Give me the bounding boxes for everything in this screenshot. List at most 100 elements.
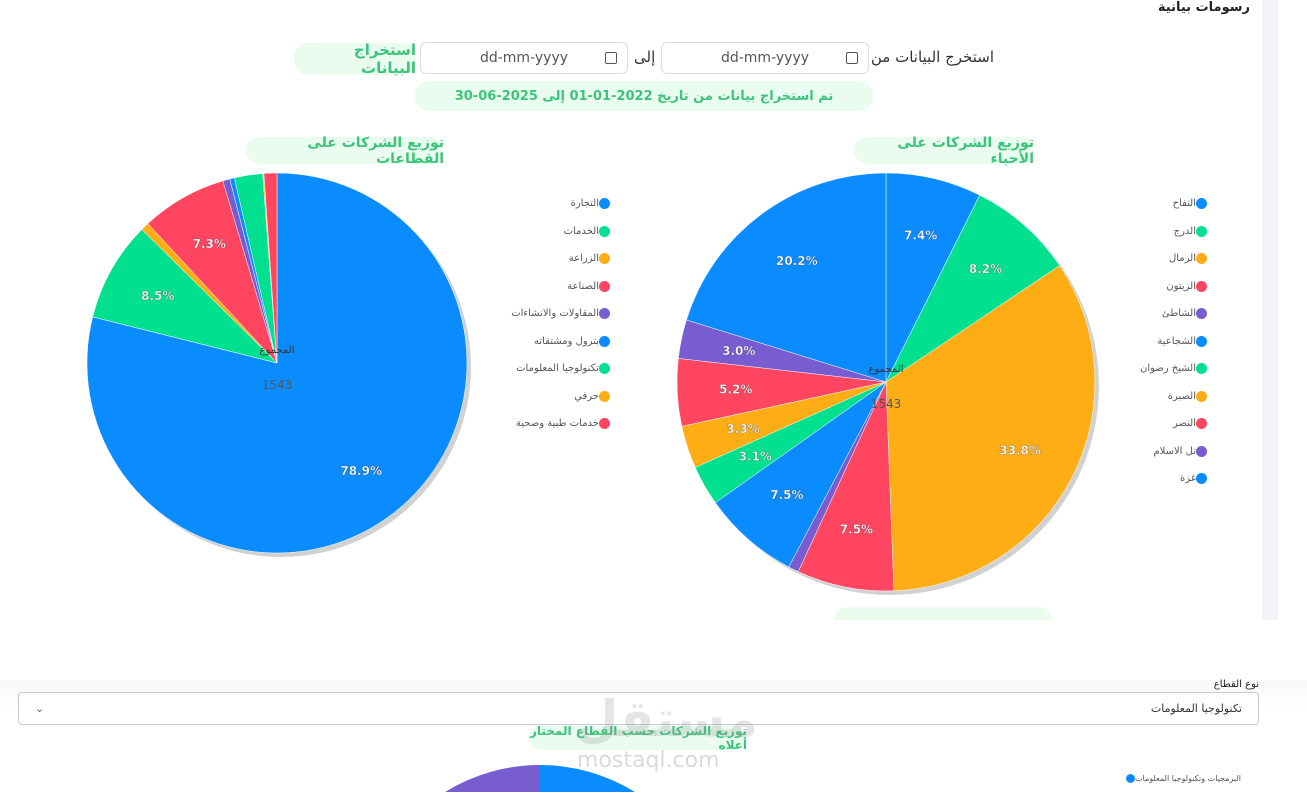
legend-dot [1196, 198, 1207, 210]
legend-item[interactable]: النصر [1140, 410, 1207, 438]
slice-label: 7.5% [770, 488, 803, 502]
slice-label: 7.4% [904, 229, 937, 243]
legend-dot [1196, 308, 1207, 320]
selected-sector-pie [445, 765, 635, 792]
legend-item[interactable]: غزة [1140, 465, 1207, 493]
legend-label: خدمات طبية وصحية [515, 418, 599, 430]
legend-label: الخدمات [563, 225, 599, 237]
legend-item[interactable]: الصبرة [1140, 383, 1207, 411]
legend-item[interactable]: الشيخ رضوان [1140, 355, 1207, 383]
legend-item[interactable]: تكنولوجيا المعلومات [511, 355, 610, 383]
legend-item[interactable]: الزراعة [511, 245, 610, 273]
calendar-icon[interactable] [846, 52, 858, 64]
page-title: رسومات بيانية [1157, 0, 1250, 15]
legend-item[interactable]: التجارة [511, 190, 610, 218]
legend-item[interactable]: الشاطئ [1140, 300, 1207, 328]
scrollbar-track[interactable] [1262, 0, 1278, 620]
legend-dot [599, 418, 610, 430]
legend-label: الشجاعية [1157, 335, 1196, 347]
legend-dot [599, 198, 610, 210]
legend-item[interactable]: بترول ومشتقاته [511, 328, 610, 356]
pie-slice[interactable] [885, 265, 1096, 592]
pie-slice[interactable] [92, 229, 278, 364]
legend-item[interactable]: الرمال [1140, 245, 1207, 273]
districts-pie: 7.4% 8.2% 33.8% 7.5% 7.5% 3.1% 3.3% 5.2% 3.0% 20.… [676, 172, 1099, 595]
sectors-legend: التجارة الخدمات الزراعة الصناعة المقاولات وا… [511, 190, 610, 438]
slice-label: 3.1% [739, 450, 772, 464]
watermark-url: mostaql.com [577, 748, 720, 773]
status-message: تم استخراج بيانات من تاريخ 2022-01-01 إل… [415, 81, 873, 111]
slice-label: 33.8% [999, 443, 1041, 457]
extract-button[interactable]: استخراج البيانات [294, 41, 416, 77]
slice-label: 5.2% [719, 383, 752, 397]
slice-label: 20.2% [776, 254, 818, 268]
calendar-icon[interactable] [605, 52, 617, 64]
legend-dot [599, 335, 610, 347]
pie-slice[interactable] [715, 381, 887, 568]
legend-dot [599, 253, 610, 265]
legend-dot [1196, 225, 1207, 237]
from-placeholder: dd-mm-yyyy [720, 50, 810, 66]
legend-item[interactable]: الشجاعية [1140, 328, 1207, 356]
legend-label: الزيتون [1166, 280, 1196, 292]
legend-label: الدرج [1173, 225, 1196, 237]
legend-dot [1196, 418, 1207, 430]
legend-label: غزة [1180, 473, 1196, 485]
chart-title-sectors: توزيع الشركات على القطاعات [246, 135, 444, 167]
legend-label: تكنولوجيا المعلومات [516, 363, 599, 375]
pie-slice[interactable] [797, 381, 895, 592]
legend-label: الصناعة [567, 280, 599, 292]
legend-item[interactable]: المقاولات والانشاءات [511, 300, 610, 328]
sector-select[interactable]: تكنولوجيا المعلومات ⌄ [18, 692, 1259, 725]
pie-slice[interactable] [263, 172, 278, 364]
legend-dot [599, 390, 610, 402]
legend-dot [1196, 390, 1207, 402]
legend-label: حرفي [574, 390, 599, 402]
center-total: 1543 [262, 378, 293, 392]
legend-item[interactable]: الزيتون [1140, 273, 1207, 301]
legend-dot [1196, 473, 1207, 485]
center-label: المجموع [260, 345, 295, 356]
legend-label: الشاطئ [1161, 308, 1196, 320]
slice-label: 3.3% [726, 422, 759, 436]
legend-dot [599, 225, 610, 237]
slice-label: 7.5% [840, 523, 873, 537]
pie-slice[interactable] [686, 172, 887, 383]
legend-label: التفاح [1172, 198, 1196, 210]
legend-dot [1196, 280, 1207, 292]
pie-slice[interactable] [86, 172, 468, 554]
slice-label: 8.2% [969, 262, 1002, 276]
districts-legend: التفاح الدرج الرمال الزيتون الشاطئ الشجاعية ال… [1140, 190, 1207, 493]
pie-slice[interactable] [445, 765, 540, 792]
sector-label: نوع القطاع [1213, 679, 1259, 690]
legend-item[interactable]: تل الاسلام [1140, 438, 1207, 466]
legend-label: التجارة [570, 198, 599, 210]
legend-label: النصر [1172, 418, 1196, 430]
slice-label: 78.9% [340, 464, 382, 478]
selected-sector-legend: البرمجيات وتكنولوجيا المعلومات [1125, 765, 1241, 793]
legend-label: تل الاسلام [1153, 445, 1196, 457]
legend-item[interactable]: الدرج [1140, 218, 1207, 246]
chart-title-selected-sector: توزيع الشركات حسب القطاع المختار أعلاه [529, 724, 747, 752]
legend-item[interactable]: التفاح [1140, 190, 1207, 218]
legend-item[interactable]: الخدمات [511, 218, 610, 246]
pie-slice[interactable] [885, 194, 1060, 383]
legend-dot [1196, 253, 1207, 265]
legend-item[interactable]: حرفي [511, 383, 610, 411]
chart-title-partial [834, 607, 1052, 620]
center-label: المجموع [869, 364, 904, 375]
from-date-input[interactable]: dd-mm-yyyy [661, 42, 869, 74]
to-date-input[interactable]: dd-mm-yyyy [420, 42, 628, 74]
legend-item[interactable]: الصناعة [511, 273, 610, 301]
legend-label: الصبرة [1167, 390, 1196, 402]
chart-title-districts: توزيع الشركات على الأحياء [854, 135, 1034, 167]
from-label: استخرج البيانات من [870, 48, 994, 66]
pie-slice[interactable] [540, 765, 635, 792]
slice-label: 8.5% [141, 289, 174, 303]
pie-slice[interactable] [885, 172, 981, 383]
slice-label: 7.3% [193, 237, 226, 251]
legend-dot [599, 363, 610, 375]
legend-item[interactable]: خدمات طبية وصحية [511, 410, 610, 438]
to-placeholder: dd-mm-yyyy [479, 50, 569, 66]
legend-dot [1196, 363, 1207, 375]
